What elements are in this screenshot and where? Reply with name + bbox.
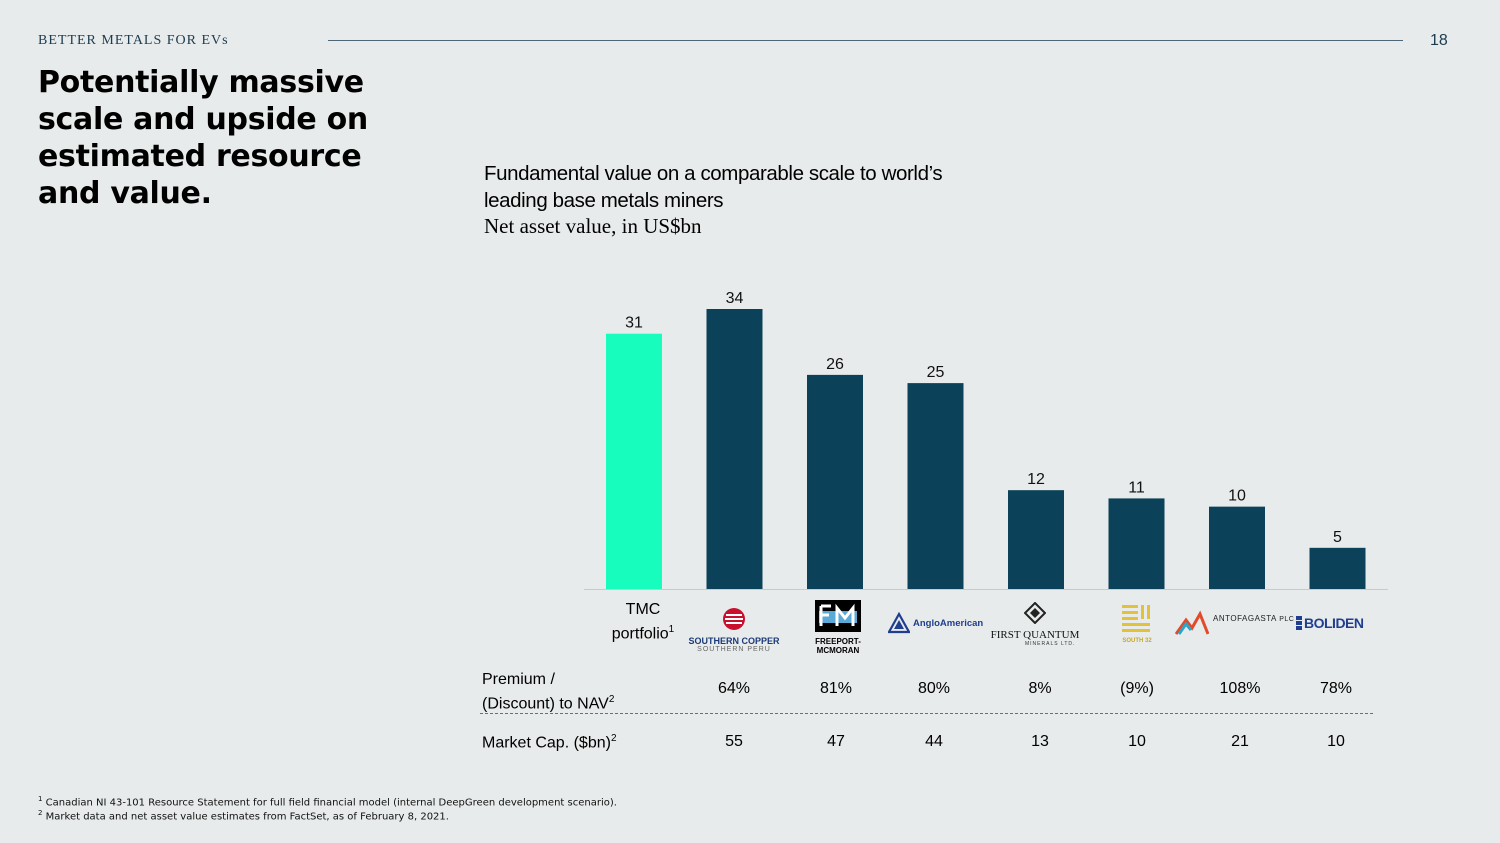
southern-copper-sub: SOUTHERN PERU (697, 646, 771, 653)
marketcap-cell-6: 10 (1327, 733, 1345, 750)
section-label: BETTER METALS FOR EVs (38, 33, 229, 48)
tmc-label-line1: TMC (625, 601, 661, 618)
antofagasta-logo: ANTOFAGASTA PLC (1175, 610, 1295, 636)
bar-2 (807, 374, 863, 589)
premium-cell-6: 78% (1319, 680, 1353, 697)
bar-value-label-2: 26 (826, 356, 844, 373)
bars-group (606, 309, 1366, 589)
antofagasta-name-suffix: PLC (1279, 615, 1295, 623)
marketcap-cell-4: 10 (1128, 733, 1146, 750)
first-quantum-logo: FIRST QUANTUM MINERALS LTD. (985, 601, 1085, 647)
freeport-name-line1: FREEPORT- (815, 637, 861, 646)
bar-5 (1108, 498, 1165, 589)
premium-label-line1: Premium / (482, 671, 555, 688)
marketcap-row-label: Market Cap. ($bn)2 (482, 729, 617, 753)
freeport-mcmoran-logo: FREEPORT- MCMORAN (811, 600, 865, 655)
footnote-1: 1 Canadian NI 43-101 Resource Statement … (38, 795, 617, 808)
bar-7 (1309, 547, 1366, 589)
freeport-fm-icon (815, 600, 861, 632)
chart-subtitle: Net asset value, in US$bn (484, 214, 702, 238)
premium-cell-5: 108% (1219, 680, 1261, 697)
premium-cell-0: 64% (717, 680, 751, 697)
footnote-2: 2 Market data and net asset value estima… (38, 809, 449, 822)
page-title: Potentially massive scale and upside on … (38, 65, 368, 211)
south32-emblem-icon (1122, 605, 1150, 632)
table-row-divider (480, 713, 1373, 714)
premium-cell-4: (9%) (1120, 680, 1154, 697)
bar-value-label-0: 31 (625, 315, 643, 332)
bar-6 (1209, 506, 1265, 589)
footnote-2-marker: 2 (38, 809, 43, 817)
premium-cell-2: 80% (917, 680, 951, 697)
antofagasta-name: ANTOFAGASTA PLC (1213, 614, 1294, 623)
chart-title: Fundamental value on a comparable scale … (484, 162, 943, 212)
first-quantum-name: FIRST QUANTUM (990, 629, 1080, 641)
bar-value-label-4: 12 (1027, 471, 1045, 488)
southern-copper-logo: SOUTHERN COPPER SOUTHERN PERU (684, 606, 784, 653)
premium-cell-3: 8% (1028, 680, 1052, 697)
bar-value-label-5: 11 (1128, 479, 1145, 496)
southern-copper-emblem-icon (723, 608, 745, 630)
footnote-2-text: Market data and net asset value estimate… (45, 811, 449, 823)
marketcap-cell-3: 13 (1031, 733, 1049, 750)
bar-3 (907, 383, 964, 589)
page-number: 18 (1430, 32, 1448, 49)
marketcap-footnote-marker: 2 (610, 733, 617, 744)
premium-cell-1: 81% (819, 680, 853, 697)
marketcap-cell-0: 55 (725, 733, 743, 750)
anglo-american-name: AngloAmerican (913, 617, 984, 629)
southern-copper-name: SOUTHERN COPPER (688, 636, 780, 646)
tmc-footnote-marker: 1 (668, 624, 675, 635)
bar-0 (606, 333, 662, 589)
boliden-mark-icon (1296, 616, 1302, 630)
bar-1 (706, 309, 763, 589)
premium-label-line2: (Discount) to NAV (482, 695, 609, 713)
marketcap-cell-2: 44 (925, 733, 943, 750)
footnote-1-marker: 1 (38, 795, 43, 803)
anglo-american-emblem-icon (888, 612, 910, 634)
boliden-logo: BOLIDEN (1296, 615, 1370, 631)
marketcap-cell-1: 47 (827, 733, 845, 750)
premium-row-label: Premium / (Discount) to NAV2 (482, 670, 614, 714)
bar-value-label-3: 25 (927, 364, 945, 381)
bar-value-label-1: 34 (726, 290, 744, 307)
marketcap-label-text: Market Cap. ($bn) (482, 734, 611, 752)
marketcap-cell-5: 21 (1231, 733, 1249, 750)
boliden-name: BOLIDEN (1304, 615, 1364, 631)
bar-4 (1008, 490, 1064, 589)
bar-value-label-6: 10 (1228, 488, 1246, 505)
footnote-1-text: Canadian NI 43-101 Resource Statement fo… (45, 797, 617, 809)
anglo-american-logo: AngloAmerican (888, 612, 984, 634)
bar-value-label-7: 5 (1333, 529, 1342, 546)
freeport-name-line2: MCMORAN (816, 646, 860, 655)
south32-name: SOUTH 32 (1122, 638, 1152, 644)
first-quantum-sub: MINERALS LTD. (1025, 641, 1076, 647)
bar-labels-group: 31 34 26 25 12 11 10 5 (625, 290, 1342, 546)
premium-footnote-marker: 2 (608, 694, 615, 705)
tmc-label-line2: portfolio (611, 625, 669, 643)
tmc-portfolio-label: TMC portfolio1 (598, 600, 688, 644)
antofagasta-mountains-icon (1175, 610, 1209, 635)
antofagasta-name-main: ANTOFAGASTA (1213, 613, 1277, 623)
south32-logo: SOUTH 32 (1117, 603, 1157, 644)
freeport-name: FREEPORT- MCMORAN (811, 637, 865, 655)
first-quantum-emblem-icon (1023, 601, 1047, 625)
header-divider (328, 40, 1403, 41)
